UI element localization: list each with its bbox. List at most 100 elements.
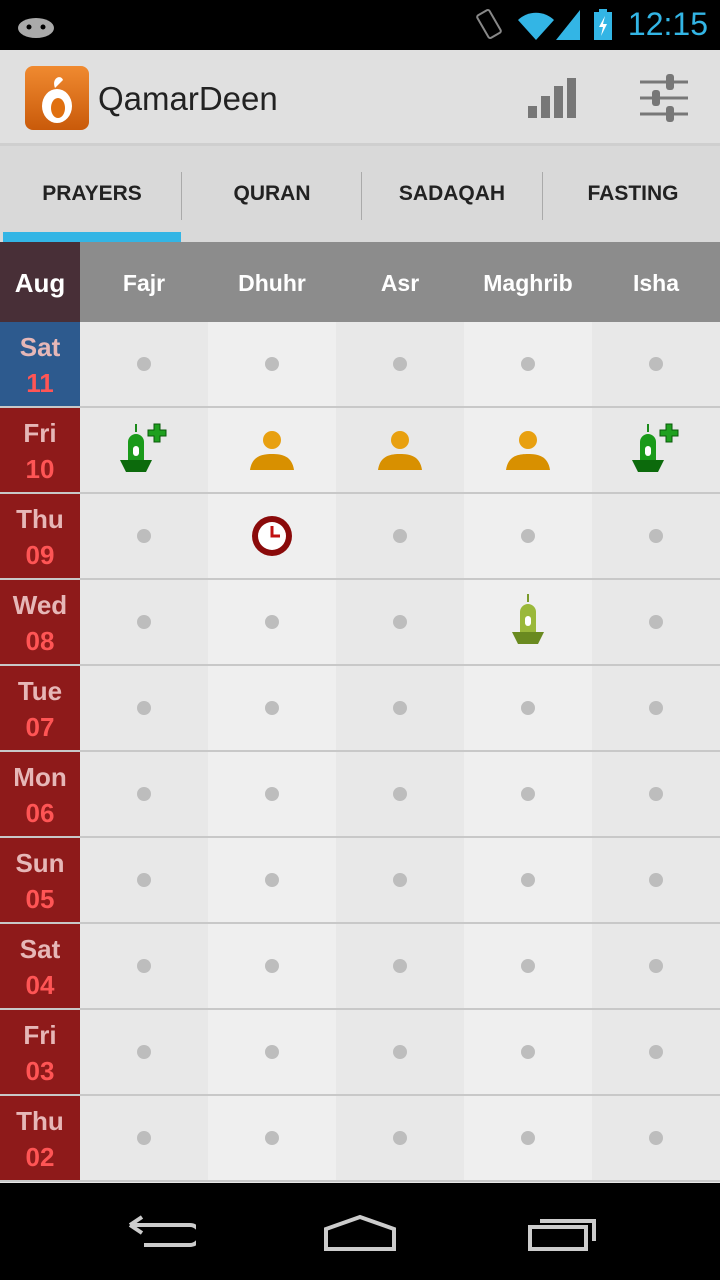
prayer-cell-dhuhr[interactable]: [208, 494, 336, 578]
tab-sadaqah[interactable]: SADAQAH: [398, 182, 506, 205]
date-cell: Sun 05: [0, 838, 80, 922]
prayer-cell-maghrib[interactable]: [464, 494, 592, 578]
empty-dot-icon: [137, 1045, 151, 1059]
day-of-week: Thu: [16, 1106, 64, 1136]
prayer-cell-dhuhr[interactable]: [208, 1010, 336, 1094]
prayer-cell-isha[interactable]: [592, 580, 720, 664]
date-cell: Fri 03: [0, 1010, 80, 1094]
prayer-cell-asr[interactable]: [336, 1096, 464, 1180]
prayer-cell-asr[interactable]: [336, 666, 464, 750]
empty-dot-icon: [265, 1045, 279, 1059]
prayer-cell-asr[interactable]: [336, 1010, 464, 1094]
prayer-cell-maghrib[interactable]: [464, 322, 592, 406]
prayer-cell-maghrib[interactable]: [464, 752, 592, 836]
action-bar: QamarDeen: [0, 50, 720, 143]
stats-icon[interactable]: [526, 76, 578, 120]
prayer-cell-fajr[interactable]: [80, 1096, 208, 1180]
day-of-week: Tue: [17, 676, 63, 706]
prayer-cell-asr[interactable]: [336, 494, 464, 578]
prayer-cell-isha[interactable]: [592, 924, 720, 1008]
tab-prayers[interactable]: PRAYERS: [42, 182, 142, 205]
prayer-cell-fajr[interactable]: [80, 322, 208, 406]
month-label: Aug: [0, 242, 80, 322]
prayer-cell-isha[interactable]: [592, 322, 720, 406]
prayer-grid[interactable]: Sat 11 Fri 10 Thu 09 Wed 08 Tue 07 Mon 06 Sun 05 Sat 04…: [0, 322, 720, 1183]
day-of-month: 11: [26, 368, 54, 398]
day-of-month: 02: [25, 1142, 55, 1172]
prayer-cell-fajr[interactable]: [80, 666, 208, 750]
prayer-cell-maghrib[interactable]: [464, 580, 592, 664]
day-of-month: 04: [25, 970, 55, 1000]
date-cell: Sat 04: [0, 924, 80, 1008]
prayer-cell-dhuhr[interactable]: [208, 580, 336, 664]
prayer-cell-dhuhr[interactable]: [208, 666, 336, 750]
table-row: Fri 10: [0, 408, 720, 494]
prayer-cell-fajr[interactable]: [80, 838, 208, 922]
prayer-cell-isha[interactable]: [592, 838, 720, 922]
tab-fasting[interactable]: FASTING: [587, 182, 679, 205]
prayer-cell-dhuhr[interactable]: [208, 1096, 336, 1180]
prayer-cell-maghrib[interactable]: [464, 666, 592, 750]
empty-dot-icon: [649, 357, 663, 371]
column-dhuhr: Dhuhr: [238, 270, 306, 296]
prayer-cell-fajr[interactable]: [80, 1010, 208, 1094]
prayer-cell-asr[interactable]: [336, 408, 464, 492]
settings-sliders-icon[interactable]: [636, 72, 692, 124]
vibrate-icon: [476, 8, 502, 40]
tab-divider: [181, 172, 182, 220]
empty-dot-icon: [265, 701, 279, 715]
prayer-cell-maghrib[interactable]: [464, 1096, 592, 1180]
prayer-cell-dhuhr[interactable]: [208, 924, 336, 1008]
empty-dot-icon: [521, 1131, 535, 1145]
mosque-icon: [512, 594, 544, 644]
prayer-cell-maghrib[interactable]: [464, 1010, 592, 1094]
empty-dot-icon: [649, 1131, 663, 1145]
prayer-cell-isha[interactable]: [592, 1096, 720, 1180]
prayer-cell-isha[interactable]: [592, 666, 720, 750]
prayer-cell-asr[interactable]: [336, 322, 464, 406]
prayer-cell-fajr[interactable]: [80, 408, 208, 492]
prayer-cell-asr[interactable]: [336, 752, 464, 836]
mosque-congregation-icon: [632, 423, 679, 472]
prayer-cell-fajr[interactable]: [80, 924, 208, 1008]
day-of-month: 08: [25, 626, 55, 656]
selected-tab-indicator: [3, 232, 181, 242]
prayer-cell-dhuhr[interactable]: [208, 838, 336, 922]
back-icon[interactable]: [124, 1213, 196, 1253]
prayer-cell-isha[interactable]: [592, 494, 720, 578]
empty-dot-icon: [137, 787, 151, 801]
prayer-cell-maghrib[interactable]: [464, 924, 592, 1008]
prayer-cell-fajr[interactable]: [80, 580, 208, 664]
empty-dot-icon: [265, 357, 279, 371]
tab-quran[interactable]: QURAN: [233, 182, 311, 205]
empty-dot-icon: [265, 959, 279, 973]
prayer-cell-dhuhr[interactable]: [208, 752, 336, 836]
empty-dot-icon: [649, 529, 663, 543]
prayer-cell-dhuhr[interactable]: [208, 408, 336, 492]
empty-dot-icon: [393, 1131, 407, 1145]
day-of-week: Thu: [16, 504, 64, 534]
prayer-cell-maghrib[interactable]: [464, 408, 592, 492]
table-row: Thu 02: [0, 1096, 720, 1182]
prayer-cell-asr[interactable]: [336, 580, 464, 664]
recent-apps-icon[interactable]: [526, 1213, 598, 1253]
prayer-cell-isha[interactable]: [592, 1010, 720, 1094]
prayer-cell-asr[interactable]: [336, 924, 464, 1008]
app-logo[interactable]: [25, 66, 89, 130]
prayer-cell-asr[interactable]: [336, 838, 464, 922]
prayer-cell-isha[interactable]: [592, 752, 720, 836]
prayer-cell-fajr[interactable]: [80, 752, 208, 836]
day-of-month: 06: [25, 798, 55, 828]
prayer-cell-maghrib[interactable]: [464, 838, 592, 922]
android-icon: [18, 18, 54, 38]
app-title: QamarDeen: [98, 80, 278, 117]
empty-dot-icon: [393, 615, 407, 629]
empty-dot-icon: [393, 873, 407, 887]
day-of-week: Fri: [23, 1020, 57, 1050]
home-icon[interactable]: [322, 1213, 398, 1253]
column-isha: Isha: [632, 270, 680, 296]
prayer-cell-isha[interactable]: [592, 408, 720, 492]
prayer-cell-dhuhr[interactable]: [208, 322, 336, 406]
table-row: Wed 08: [0, 580, 720, 666]
prayer-cell-fajr[interactable]: [80, 494, 208, 578]
